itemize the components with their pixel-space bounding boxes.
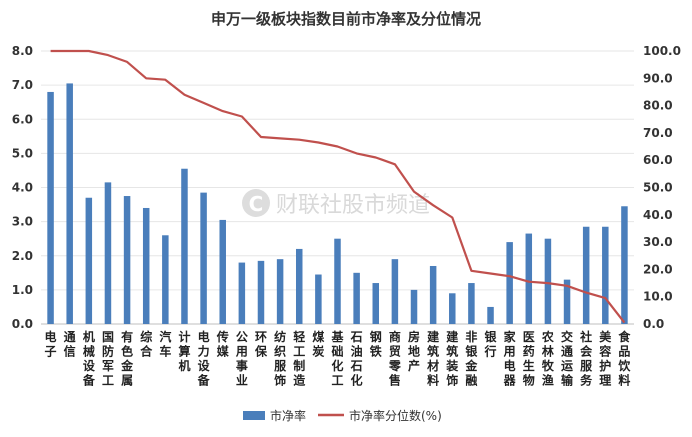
bar (315, 274, 322, 324)
bar (429, 265, 437, 324)
y-left-tick-label: 8.0 (12, 44, 33, 58)
y-left-tick-label: 3.0 (12, 215, 33, 229)
x-category-label: 建筑装饰 (445, 329, 459, 388)
legend-bar-label: 市净率 (270, 408, 306, 423)
y-right-tick-label: 50.0 (643, 181, 673, 195)
y-right-tick-label: 30.0 (643, 235, 673, 249)
x-category-label: 食品饮料 (617, 329, 631, 388)
bar (66, 83, 73, 324)
bar (391, 259, 399, 324)
bar (449, 293, 456, 324)
x-category-label: 机械设备 (82, 329, 96, 388)
x-category-label: 房地产 (408, 329, 420, 373)
y-left-tick-label: 7.0 (12, 78, 33, 92)
bar (621, 206, 628, 324)
y-right-tick-label: 40.0 (643, 208, 673, 222)
x-category-label: 纺织服饰 (274, 329, 287, 388)
x-category-label: 石油石化 (350, 330, 363, 388)
bar (295, 248, 303, 324)
x-category-label: 通信 (64, 329, 76, 359)
bar (200, 192, 207, 324)
bar (238, 262, 246, 324)
line-path (50, 49, 626, 324)
bar (563, 279, 571, 324)
y-left-tick-label: 1.0 (12, 283, 33, 297)
bar (602, 226, 609, 324)
watermark-logo-icon (242, 189, 270, 217)
legend-bar-swatch (243, 411, 265, 420)
y-right-tick-label: 60.0 (643, 153, 673, 167)
bar (582, 226, 590, 324)
x-category-label: 国防军工 (102, 330, 114, 388)
bar (47, 91, 54, 324)
bar (123, 196, 131, 324)
chart-title: 申万一级板块指数目前市净率及分位情况 (210, 10, 481, 28)
y-right-tick-label: 70.0 (643, 126, 673, 140)
x-axis-categories: 电子通信机械设备国防军工有色金属综合汽车计算机电力设备传媒公用事业环保纺织服饰轻… (45, 329, 632, 388)
y-left-tick-label: 5.0 (12, 146, 33, 160)
x-category-label: 钢铁 (370, 329, 382, 359)
y-right-tick-label: 100.0 (643, 44, 681, 58)
x-category-label: 商贸零售 (388, 329, 402, 388)
x-category-label: 非银金融 (464, 329, 478, 388)
x-category-label: 农林牧渔 (541, 329, 555, 388)
y-right-tick-label: 20.0 (643, 262, 673, 276)
x-category-label: 综合 (140, 329, 153, 359)
bar (85, 197, 93, 324)
x-category-label: 环保 (254, 330, 268, 359)
legend-line-label: 市净率分位数(%) (349, 408, 442, 423)
bar (219, 219, 226, 324)
x-category-label: 基础化工 (330, 329, 344, 388)
bar (162, 235, 169, 324)
y-right-tick-label: 80.0 (643, 99, 673, 113)
watermark-text: 财联社股市频道 (276, 193, 430, 218)
watermark: C 财联社股市频道 (242, 189, 430, 218)
bar (525, 233, 533, 324)
x-category-label: 银行 (484, 329, 498, 359)
bar (276, 259, 284, 324)
x-category-label: 医药生物 (523, 330, 535, 388)
bar (487, 306, 494, 324)
x-category-label: 美容护理 (598, 329, 612, 388)
y-axis-right: 0.0 10.0 20.0 30.0 40.0 50.0 60.0 70.0 80.0 90.0 1… (643, 44, 681, 331)
bar (506, 242, 513, 324)
x-category-label: 轻工制造 (293, 329, 306, 388)
y-axis-left: 0.0 1.0 2.0 3.0 4.0 5.0 6.0 7.0 8.0 (12, 44, 33, 331)
x-category-label: 交通运输 (561, 329, 574, 388)
x-category-label: 建筑材料 (426, 329, 440, 388)
x-category-label: 家用电器 (503, 329, 517, 388)
bar (142, 207, 150, 324)
bar (181, 168, 188, 324)
bar (544, 238, 552, 324)
bar (468, 283, 475, 324)
line-series (50, 49, 626, 324)
y-left-tick-label: 0.0 (12, 317, 33, 331)
bar (257, 260, 265, 324)
x-category-label: 传媒 (216, 329, 230, 359)
x-category-label: 公用事业 (235, 330, 248, 388)
bar-series (47, 83, 628, 324)
x-category-label: 汽车 (159, 329, 171, 359)
y-left-tick-label: 2.0 (12, 249, 33, 263)
y-right-tick-label: 90.0 (643, 71, 673, 85)
bar (334, 238, 341, 324)
x-category-label: 电子 (45, 329, 57, 359)
x-category-label: 煤炭 (312, 329, 324, 359)
y-left-tick-label: 4.0 (12, 181, 33, 195)
watermark-logo-letter: C (249, 192, 264, 216)
bar (353, 272, 360, 324)
x-category-label: 电力设备 (197, 329, 211, 388)
x-category-label: 社会服务 (579, 329, 593, 388)
bar (372, 283, 380, 324)
y-right-tick-label: 0.0 (643, 317, 664, 331)
x-category-label: 计算机 (178, 329, 190, 373)
legend: 市净率 市净率分位数(%) (243, 408, 442, 423)
y-right-tick-label: 10.0 (643, 290, 673, 304)
y-left-tick-label: 6.0 (12, 112, 33, 126)
bar (410, 289, 418, 324)
x-category-label: 有色金属 (120, 329, 134, 388)
bar (104, 182, 112, 324)
